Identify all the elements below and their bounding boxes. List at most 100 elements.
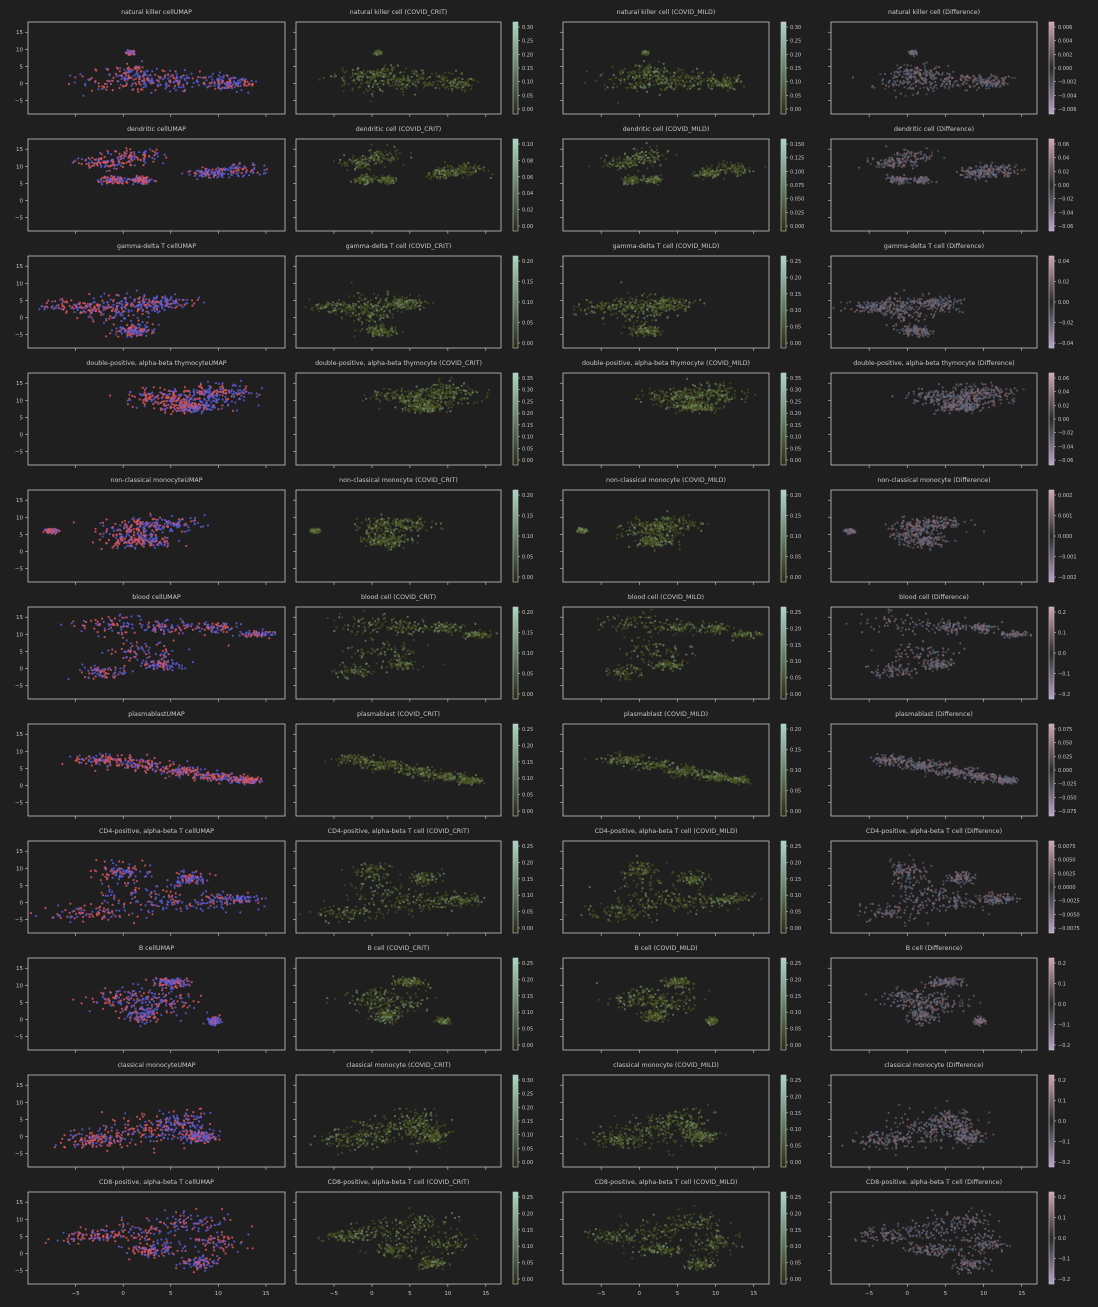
- scatter-point: [441, 169, 444, 172]
- scatter-point: [134, 179, 137, 182]
- scatter-point: [915, 160, 918, 163]
- scatter-point: [349, 76, 352, 79]
- scatter-point: [436, 83, 439, 86]
- scatter-point: [61, 297, 64, 300]
- scatter-point: [458, 168, 461, 171]
- scatter-point: [137, 308, 140, 311]
- scatter-point: [937, 72, 940, 75]
- scatter-point: [147, 79, 150, 82]
- scatter-point: [388, 74, 391, 77]
- scatter-point: [659, 68, 663, 71]
- scatter-point: [640, 156, 644, 159]
- scatter-point: [339, 158, 342, 161]
- scatter-point: [892, 166, 895, 169]
- scatter-point: [146, 176, 149, 179]
- scatter-point: [919, 87, 922, 90]
- scatter-point: [976, 175, 979, 178]
- scatter-point: [931, 151, 934, 154]
- scatter-point: [365, 179, 368, 182]
- scatter-point: [728, 87, 732, 90]
- scatter-point: [681, 79, 685, 82]
- scatter-point: [402, 83, 406, 86]
- colorbar: [512, 138, 519, 232]
- scatter-point: [155, 296, 158, 299]
- scatter-point: [373, 70, 376, 73]
- y-tick-label: 5: [20, 298, 24, 304]
- scatter-point: [381, 68, 384, 71]
- scatter-point: [191, 85, 194, 88]
- scatter-point: [95, 158, 98, 161]
- scatter-point: [237, 175, 240, 178]
- scatter-point: [678, 68, 681, 71]
- scatter-point: [383, 64, 386, 67]
- scatter-point: [644, 86, 647, 89]
- scatter-point: [133, 67, 137, 70]
- scatter-point: [369, 81, 372, 84]
- scatter-point: [456, 83, 459, 86]
- scatter-point: [900, 180, 904, 183]
- scatter-point: [467, 78, 470, 81]
- scatter-point: [907, 156, 910, 159]
- scatter-point: [417, 81, 420, 84]
- scatter-point: [195, 169, 198, 173]
- scatter-point: [136, 316, 139, 319]
- scatter-point: [232, 170, 235, 173]
- scatter-point: [952, 70, 955, 73]
- scatter-point: [934, 83, 938, 87]
- scatter-point: [927, 182, 930, 185]
- scatter-point: [633, 157, 636, 160]
- scatter-point: [449, 171, 452, 174]
- scatter-point: [467, 161, 470, 165]
- scatter-point: [740, 163, 743, 166]
- scatter-point: [351, 80, 354, 83]
- scatter-point: [354, 168, 357, 171]
- scatter-point: [665, 76, 669, 79]
- scatter-point: [180, 86, 183, 89]
- scatter-point: [220, 167, 223, 171]
- scatter-point: [727, 80, 730, 83]
- colorbar-tick-label: 0.100: [790, 169, 804, 175]
- scatter-point: [382, 75, 385, 78]
- scatter-point: [695, 67, 699, 70]
- scatter-point: [612, 82, 616, 85]
- scatter-point: [983, 175, 986, 178]
- scatter-point: [102, 313, 105, 316]
- scatter-point: [222, 76, 225, 79]
- scatter-point: [737, 162, 740, 165]
- scatter-point: [722, 160, 725, 163]
- scatter-point: [922, 86, 926, 89]
- scatter-point: [633, 154, 636, 157]
- scatter-points: [67, 48, 258, 97]
- scatter-point: [427, 84, 430, 87]
- colorbar-tick-label: 0.050: [790, 197, 804, 203]
- scatter-point: [370, 318, 373, 321]
- scatter-point: [659, 174, 662, 177]
- scatter-point: [919, 153, 923, 156]
- scatter-point: [111, 159, 114, 162]
- scatter-point: [698, 170, 701, 173]
- scatter-point: [358, 297, 361, 300]
- scatter-point: [123, 317, 126, 320]
- scatter-point: [1007, 75, 1011, 78]
- scatter-point: [600, 156, 603, 160]
- scatter-point: [718, 170, 721, 173]
- scatter-point: [988, 170, 991, 173]
- scatter-point: [631, 72, 634, 75]
- scatter-point: [931, 82, 934, 85]
- scatter-point: [655, 157, 658, 160]
- scatter-point: [610, 164, 613, 167]
- scatter-point: [348, 295, 351, 298]
- scatter-point: [434, 86, 437, 89]
- scatter-point: [134, 81, 137, 85]
- scatter-point: [961, 74, 964, 77]
- colorbar-tick-label: 0.30: [522, 25, 533, 31]
- scatter-point: [178, 298, 181, 301]
- scatter-point: [127, 310, 130, 313]
- scatter-point: [125, 161, 128, 164]
- scatter-point: [693, 79, 697, 83]
- scatter-point: [893, 74, 896, 77]
- scatter-point: [631, 155, 634, 158]
- scatter-point: [136, 88, 139, 91]
- scatter-point: [381, 90, 384, 93]
- scatter-point: [661, 178, 664, 181]
